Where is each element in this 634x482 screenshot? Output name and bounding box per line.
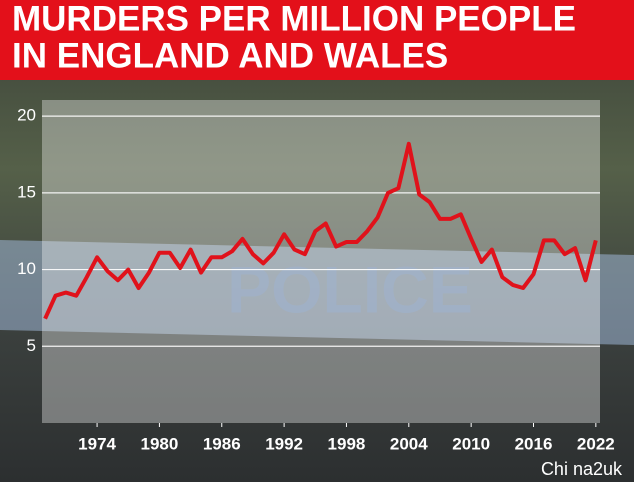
x-tick-label: 2004 (390, 434, 428, 453)
x-tick-label: 2016 (515, 434, 553, 453)
x-tick-label: 1992 (265, 434, 303, 453)
watermark: Chi na2uk (541, 459, 623, 479)
y-tick-label: 20 (17, 106, 36, 125)
x-tick-label: 1980 (141, 434, 179, 453)
data-line (43, 141, 598, 320)
x-tick-label: 1986 (203, 434, 241, 453)
x-tick-label: 1974 (78, 434, 116, 453)
background-text: POLICE (227, 252, 473, 326)
y-tick-label: 10 (17, 259, 36, 278)
x-tick-label: 2022 (577, 434, 615, 453)
y-tick-label: 15 (17, 182, 36, 201)
chart-title: MURDERS PER MILLION PEOPLE (12, 0, 576, 38)
x-tick-label: 2010 (452, 434, 490, 453)
chart-title: IN ENGLAND AND WALES (12, 36, 448, 75)
x-tick-label: 1998 (328, 434, 366, 453)
plot-area (42, 100, 600, 423)
title-banner (0, 0, 634, 80)
y-tick-label: 5 (27, 336, 36, 355)
police-tape (0, 240, 634, 345)
